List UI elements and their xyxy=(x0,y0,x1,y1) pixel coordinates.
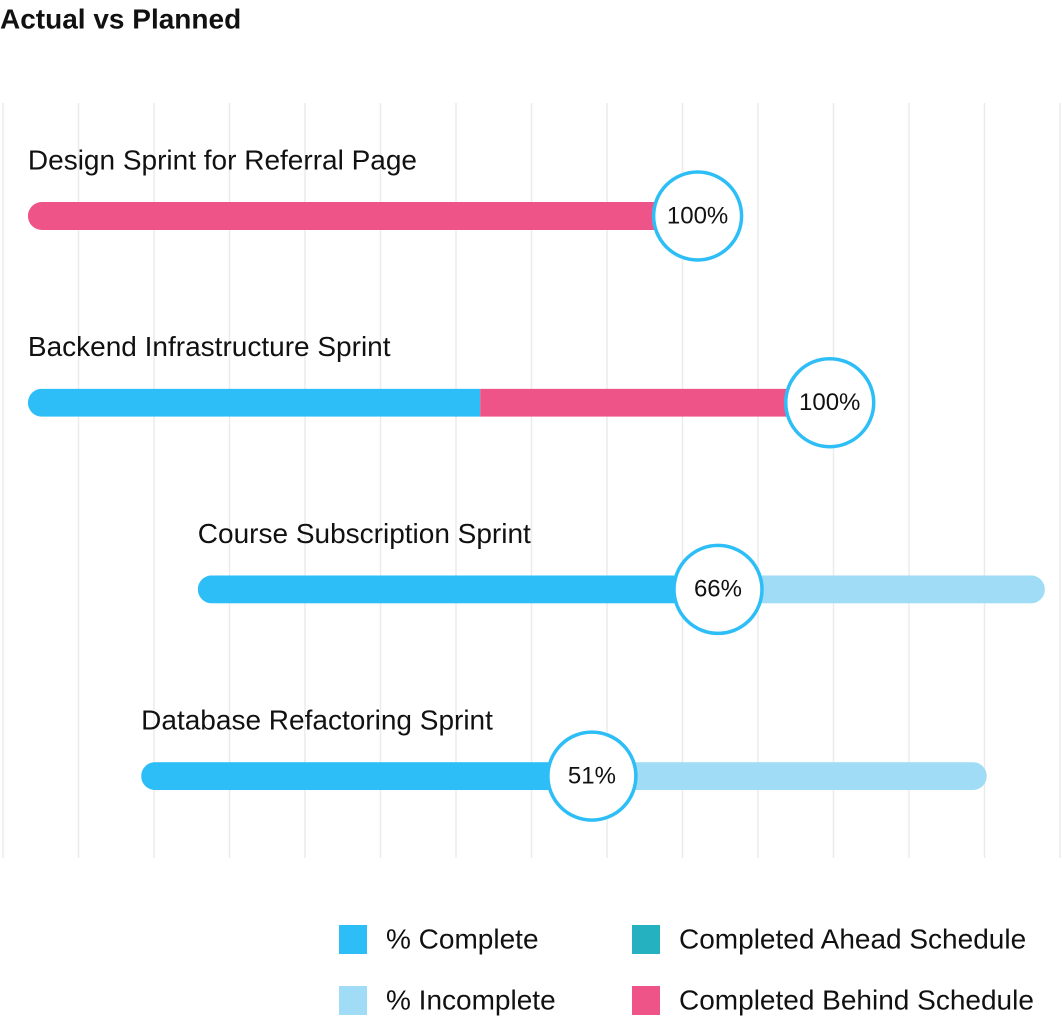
chart-title: Actual vs Planned xyxy=(0,3,241,34)
legend-swatch xyxy=(339,925,367,954)
progress-marker xyxy=(546,730,638,822)
task-bar xyxy=(197,575,1045,604)
bar-segment xyxy=(717,575,1045,604)
progress-label: 100% xyxy=(799,389,860,416)
task-label: Database Refactoring Sprint xyxy=(141,704,493,735)
task-label: Backend Infrastructure Sprint xyxy=(28,331,391,362)
bar-segment xyxy=(480,388,830,417)
bar-segment xyxy=(591,762,987,791)
progress-label: 100% xyxy=(667,202,728,229)
legend-label: % Complete xyxy=(386,923,539,954)
progress-marker xyxy=(783,356,876,449)
task-label: Design Sprint for Referral Page xyxy=(28,144,417,175)
legend-swatch xyxy=(339,986,367,1015)
legend-label: Completed Ahead Schedule xyxy=(679,923,1026,954)
progress-marker xyxy=(651,170,744,262)
task-bar xyxy=(27,202,698,230)
progress-marker xyxy=(672,543,764,636)
legend-swatch xyxy=(632,925,660,954)
task-bar xyxy=(141,762,987,791)
bar-segment xyxy=(197,575,718,604)
task-label: Course Subscription Sprint xyxy=(198,518,531,549)
progress-label: 51% xyxy=(568,762,616,789)
legend-label: % Incomplete xyxy=(386,984,556,1015)
bar-segment xyxy=(27,202,698,230)
legend-swatch xyxy=(632,986,660,1015)
legend-label: Completed Behind Schedule xyxy=(679,984,1034,1015)
progress-label: 66% xyxy=(694,576,742,603)
bar-segment xyxy=(141,762,592,791)
task-bar xyxy=(27,388,830,417)
bar-segment xyxy=(27,388,481,417)
